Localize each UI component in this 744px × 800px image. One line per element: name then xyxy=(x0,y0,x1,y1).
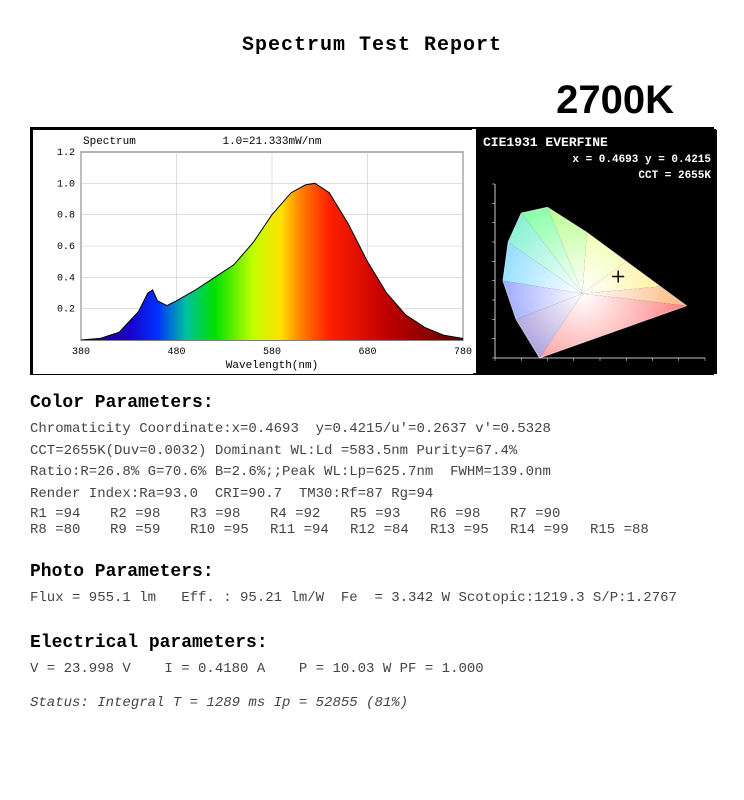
svg-text:780: 780 xyxy=(454,347,472,358)
status-line: Status: Integral T = 1289 ms Ip = 52855 … xyxy=(30,695,714,711)
spectrum-svg: 0.2 0.4 0.6 0.8 1.0 1.2 380 480 580 680 780 Spectru… xyxy=(33,130,473,374)
render-index-cell: R11 =94 xyxy=(270,522,350,538)
svg-text:0.6: 0.6 xyxy=(57,242,75,253)
report-page: Spectrum Test Report 2700K 0.2 0.4 0.6 0.8 1… xyxy=(0,0,744,800)
svg-text:480: 480 xyxy=(167,347,185,358)
electrical-params-header: Electrical parameters: xyxy=(30,633,714,653)
render-index-cell: R10 =95 xyxy=(190,522,270,538)
color-line-1: Chromaticity Coordinate:x=0.4693 y=0.421… xyxy=(30,419,714,441)
render-index-cell: R15 =88 xyxy=(590,522,670,538)
render-index-row-1: R1 =94R2 =98R3 =98R4 =92R5 =93R6 =98R7 =… xyxy=(30,506,714,522)
svg-text:380: 380 xyxy=(72,347,90,358)
electrical-line-1: V = 23.998 V I = 0.4180 A P = 10.03 W PF… xyxy=(30,659,714,681)
svg-text:1.0: 1.0 xyxy=(57,179,75,190)
color-line-3: Ratio:R=26.8% G=70.6% B=2.6%;;Peak WL:Lp… xyxy=(30,462,714,484)
svg-text:680: 680 xyxy=(358,347,376,358)
spectrum-chart: 0.2 0.4 0.6 0.8 1.0 1.2 380 480 580 680 780 Spectru… xyxy=(32,129,472,373)
svg-text:Wavelength(nm): Wavelength(nm) xyxy=(226,360,318,372)
svg-text:1.2: 1.2 xyxy=(57,148,75,159)
svg-text:CCT = 2655K: CCT = 2655K xyxy=(638,170,711,182)
render-index-cell: R1 =94 xyxy=(30,506,110,522)
title-row: Spectrum Test Report xyxy=(30,34,714,57)
render-index-cell: R5 =93 xyxy=(350,506,430,522)
svg-text:1.0=21.333mW/nm: 1.0=21.333mW/nm xyxy=(222,136,321,148)
render-index-cell: R8 =80 xyxy=(30,522,110,538)
cct-heading: 2700K xyxy=(556,78,674,123)
render-index-cell: R6 =98 xyxy=(430,506,510,522)
svg-text:0.8: 0.8 xyxy=(57,211,75,222)
svg-text:Spectrum: Spectrum xyxy=(83,136,136,148)
color-line-2: CCT=2655K(Duv=0.0032) Dominant WL:Ld =58… xyxy=(30,441,714,463)
charts-row: 0.2 0.4 0.6 0.8 1.0 1.2 380 480 580 680 780 Spectru… xyxy=(30,127,714,375)
render-index-cell: R7 =90 xyxy=(510,506,590,522)
svg-text:x = 0.4693 y = 0.4215: x = 0.4693 y = 0.4215 xyxy=(572,154,711,166)
report-title: Spectrum Test Report xyxy=(242,34,502,57)
photo-line-1: Flux = 955.1 lm Eff. : 95.21 lm/W Fe = 3… xyxy=(30,588,714,610)
render-index-row-2: R8 =80R9 =59R10 =95R11 =94R12 =84R13 =95… xyxy=(30,522,714,538)
render-index-cell: R9 =59 xyxy=(110,522,190,538)
render-index-cell: R4 =92 xyxy=(270,506,350,522)
cie-chart: CIE1931 EVERFINE x = 0.4693 y = 0.4215 CCT… xyxy=(476,129,716,373)
color-line-4: Render Index:Ra=93.0 CRI=90.7 TM30:Rf=87… xyxy=(30,484,714,506)
cie-svg: CIE1931 EVERFINE x = 0.4693 y = 0.4215 CCT… xyxy=(477,130,717,374)
render-index-cell: R14 =99 xyxy=(510,522,590,538)
photo-params-header: Photo Parameters: xyxy=(30,562,714,582)
svg-text:CIE1931 EVERFINE: CIE1931 EVERFINE xyxy=(483,135,608,150)
svg-text:580: 580 xyxy=(263,347,281,358)
color-params-header: Color Parameters: xyxy=(30,393,714,413)
render-index-cell: R13 =95 xyxy=(430,522,510,538)
svg-text:0.4: 0.4 xyxy=(57,273,75,284)
render-index-cell: R3 =98 xyxy=(190,506,270,522)
svg-text:0.2: 0.2 xyxy=(57,305,75,316)
render-index-cell: R2 =98 xyxy=(110,506,190,522)
render-index-cell: R12 =84 xyxy=(350,522,430,538)
